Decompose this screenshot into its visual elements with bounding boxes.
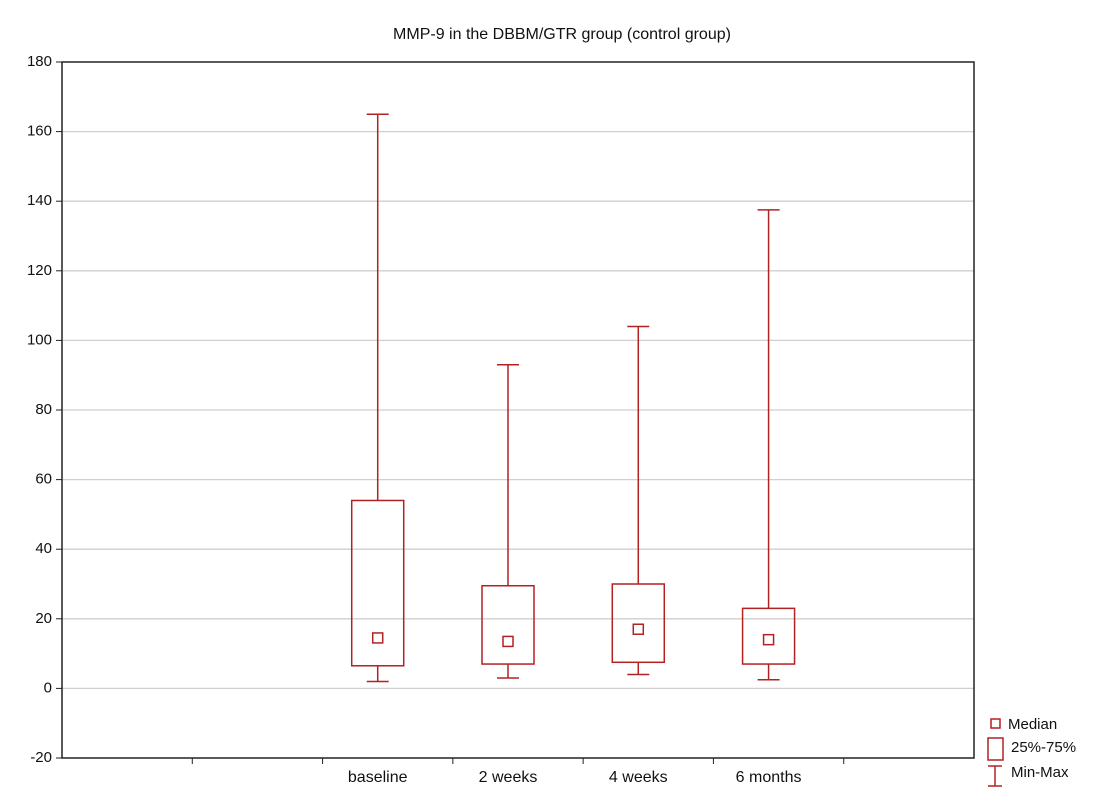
box-group: [350, 113, 405, 683]
median-marker: [632, 623, 645, 635]
median-marker: [502, 635, 514, 648]
median-marker: [371, 632, 384, 644]
x-tick-label: baseline: [348, 769, 408, 786]
legend-median-swatch: [990, 718, 1001, 729]
iqr-box: [481, 584, 535, 665]
legend-box-swatch: [987, 737, 1004, 761]
x-axis: baseline 2 weeks 4 weeks 6 months: [191, 758, 845, 786]
x-tick-label: 4 weeks: [609, 769, 668, 786]
y-axis: -20 0 20 40 60 80 100 120 140 160 180: [27, 53, 62, 766]
y-tick-label: 160: [27, 123, 52, 140]
box-group: [741, 209, 796, 681]
iqr-box: [611, 583, 666, 664]
y-tick-label: 140: [27, 192, 52, 209]
legend-minmax-label: Min-Max: [1011, 764, 1069, 781]
x-tick-label: 6 months: [736, 769, 802, 786]
legend: Median 25%-75% Min-Max: [987, 716, 1076, 787]
y-tick-label: 0: [44, 679, 52, 696]
y-tick-label: 20: [35, 610, 52, 627]
boxes: [350, 113, 796, 683]
legend-box-label: 25%-75%: [1011, 739, 1076, 756]
y-tick-label: 100: [27, 331, 52, 348]
median-marker: [762, 633, 775, 646]
chart-title: MMP-9 in the DBBM/GTR group (control gro…: [393, 26, 731, 43]
iqr-box: [350, 499, 405, 667]
y-tick-label: 40: [35, 540, 52, 557]
y-tick-label: 60: [35, 471, 52, 488]
iqr-box: [741, 607, 796, 665]
y-tick-label: 180: [27, 53, 52, 70]
gridlines: [62, 130, 974, 690]
y-tick-label: 120: [27, 262, 52, 279]
legend-median-label: Median: [1008, 716, 1057, 733]
box-group: [481, 364, 535, 679]
y-tick-label: 80: [35, 401, 52, 418]
y-tick-label: -20: [30, 749, 52, 766]
x-tick-label: 2 weeks: [479, 769, 538, 786]
box-group: [611, 325, 666, 676]
